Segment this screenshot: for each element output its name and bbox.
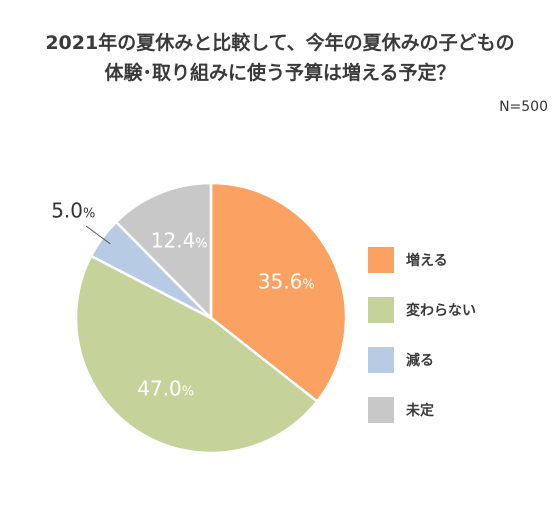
data-label-unchanged: 47.0% bbox=[137, 376, 194, 400]
pie-slice-increase bbox=[209, 181, 348, 404]
legend-item-undecided: 未定 bbox=[368, 397, 476, 423]
legend-label-unchanged: 変わらない bbox=[406, 303, 476, 319]
leader-line-decrease bbox=[85, 225, 111, 245]
legend-item-decrease: 減る bbox=[368, 347, 476, 373]
data-label-undecided: 12.4% bbox=[151, 229, 208, 253]
sample-size-note: N=500 bbox=[499, 99, 548, 115]
pie-slice-undecided bbox=[114, 181, 213, 322]
chart-legend: 増える 変わらない 減る 未定 bbox=[368, 247, 476, 447]
legend-label-increase: 増える bbox=[406, 253, 448, 269]
legend-label-undecided: 未定 bbox=[406, 403, 434, 419]
data-label-increase: 35.6% bbox=[258, 269, 315, 293]
legend-swatch-increase bbox=[368, 247, 394, 273]
legend-swatch-unchanged bbox=[368, 297, 394, 323]
chart-title-line-1: 2021年の夏休みと比較して、今年の夏休みの子どもの bbox=[45, 32, 515, 54]
legend-item-increase: 増える bbox=[368, 247, 476, 273]
legend-swatch-undecided bbox=[368, 397, 394, 423]
data-label-decrease: 5.0% bbox=[51, 199, 95, 223]
chart-title: 2021年の夏休みと比較して、今年の夏休みの子どもの 体験･取り組みに使う予算は… bbox=[0, 28, 560, 88]
chart-title-line-2: 体験･取り組みに使う予算は増える予定？ bbox=[104, 62, 456, 84]
pie-slice-unchanged bbox=[74, 254, 319, 455]
legend-swatch-decrease bbox=[368, 347, 394, 373]
legend-item-unchanged: 変わらない bbox=[368, 297, 476, 323]
legend-label-decrease: 減る bbox=[406, 353, 434, 369]
